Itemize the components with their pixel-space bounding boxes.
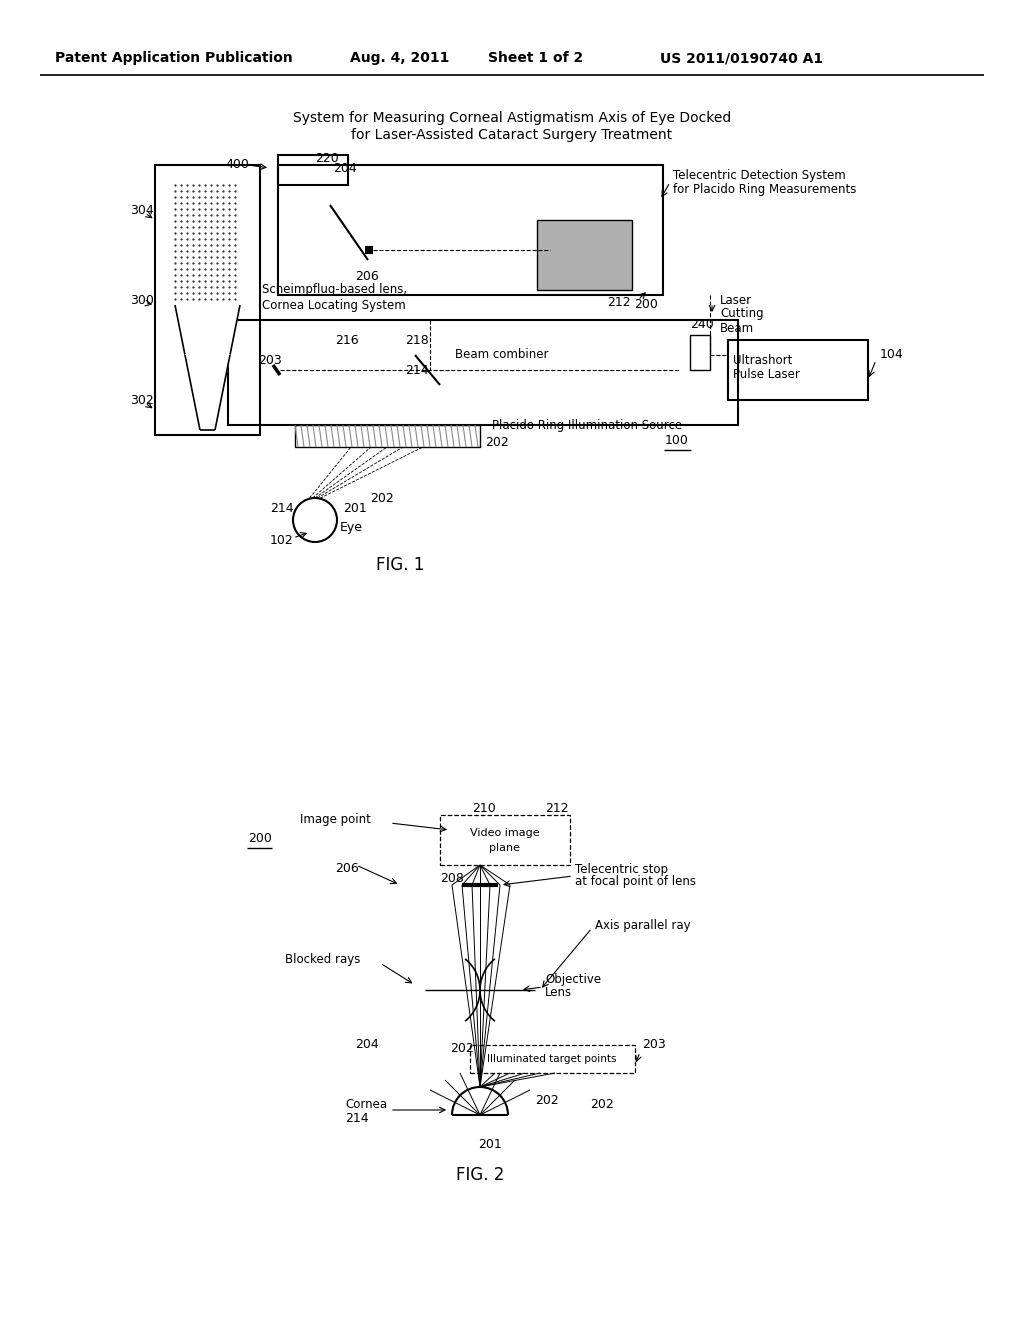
Bar bbox=[278, 154, 348, 185]
Text: Telecentric Detection System: Telecentric Detection System bbox=[673, 169, 846, 181]
Text: 216: 216 bbox=[335, 334, 358, 346]
Text: Video image: Video image bbox=[470, 828, 540, 838]
Text: 214: 214 bbox=[270, 502, 294, 515]
Text: Blocked rays: Blocked rays bbox=[285, 953, 360, 966]
Text: 104: 104 bbox=[880, 348, 904, 362]
Text: 208: 208 bbox=[440, 871, 464, 884]
Text: Cutting: Cutting bbox=[720, 308, 764, 321]
Text: 300: 300 bbox=[130, 293, 154, 306]
Text: 203: 203 bbox=[642, 1039, 666, 1052]
Text: 210: 210 bbox=[472, 801, 496, 814]
Text: for Placido Ring Measurements: for Placido Ring Measurements bbox=[673, 183, 856, 197]
Text: 102: 102 bbox=[270, 533, 294, 546]
Text: Pulse Laser: Pulse Laser bbox=[733, 368, 800, 381]
Text: 200: 200 bbox=[248, 832, 272, 845]
Text: Image point: Image point bbox=[300, 813, 371, 826]
Text: 240: 240 bbox=[690, 318, 714, 331]
Text: Placido Ring Illumination Source: Placido Ring Illumination Source bbox=[492, 418, 682, 432]
Text: plane: plane bbox=[489, 843, 520, 853]
Text: Beam: Beam bbox=[720, 322, 754, 334]
Text: 202: 202 bbox=[370, 491, 394, 504]
Text: 204: 204 bbox=[333, 161, 356, 174]
Text: Aug. 4, 2011: Aug. 4, 2011 bbox=[350, 51, 450, 65]
Bar bbox=[728, 341, 868, 400]
Text: Axis parallel ray: Axis parallel ray bbox=[595, 919, 690, 932]
Bar bbox=[278, 165, 663, 294]
Text: Patent Application Publication: Patent Application Publication bbox=[55, 51, 293, 65]
Text: 100: 100 bbox=[665, 433, 689, 446]
Text: 202: 202 bbox=[590, 1098, 613, 1111]
Text: Ultrashort: Ultrashort bbox=[733, 354, 793, 367]
Text: 202: 202 bbox=[450, 1041, 474, 1055]
Text: FIG. 1: FIG. 1 bbox=[376, 556, 424, 574]
Text: 202: 202 bbox=[535, 1093, 559, 1106]
Bar bbox=[155, 165, 260, 436]
Text: 206: 206 bbox=[335, 862, 358, 874]
Text: 212: 212 bbox=[545, 801, 568, 814]
Text: 218: 218 bbox=[406, 334, 429, 346]
Text: 400: 400 bbox=[225, 158, 249, 172]
Text: Laser: Laser bbox=[720, 293, 752, 306]
Text: 302: 302 bbox=[130, 393, 154, 407]
Text: 220: 220 bbox=[315, 152, 339, 165]
Bar bbox=[440, 814, 570, 865]
Text: 214: 214 bbox=[406, 363, 429, 376]
Text: Beam combiner: Beam combiner bbox=[455, 348, 549, 362]
Polygon shape bbox=[185, 355, 230, 430]
Text: 201: 201 bbox=[343, 502, 367, 515]
Polygon shape bbox=[175, 305, 240, 355]
Text: Objective: Objective bbox=[545, 974, 601, 986]
Text: Scheimpflug-based lens,: Scheimpflug-based lens, bbox=[262, 284, 408, 297]
Text: US 2011/0190740 A1: US 2011/0190740 A1 bbox=[660, 51, 823, 65]
Text: 200: 200 bbox=[634, 298, 657, 312]
Bar bbox=[537, 220, 632, 290]
Text: for Laser-Assisted Cataract Surgery Treatment: for Laser-Assisted Cataract Surgery Trea… bbox=[351, 128, 673, 143]
Text: Lens: Lens bbox=[545, 986, 572, 999]
Text: 204: 204 bbox=[355, 1039, 379, 1052]
Bar bbox=[690, 335, 710, 370]
Text: System for Measuring Corneal Astigmatism Axis of Eye Docked: System for Measuring Corneal Astigmatism… bbox=[293, 111, 731, 125]
Text: Eye: Eye bbox=[340, 521, 362, 535]
Text: Cornea: Cornea bbox=[345, 1098, 387, 1111]
Text: Sheet 1 of 2: Sheet 1 of 2 bbox=[488, 51, 584, 65]
Text: at focal point of lens: at focal point of lens bbox=[575, 875, 696, 888]
Text: 202: 202 bbox=[485, 437, 509, 450]
Bar bbox=[295, 425, 480, 447]
Text: Cornea Locating System: Cornea Locating System bbox=[262, 298, 406, 312]
Text: 214: 214 bbox=[345, 1111, 369, 1125]
Text: 212: 212 bbox=[607, 296, 631, 309]
Text: 206: 206 bbox=[355, 271, 379, 284]
Text: Telecentric stop: Telecentric stop bbox=[575, 863, 668, 876]
Text: 304: 304 bbox=[130, 203, 154, 216]
Text: Illuminated target points: Illuminated target points bbox=[487, 1053, 616, 1064]
Text: 203: 203 bbox=[258, 354, 282, 367]
Text: FIG. 2: FIG. 2 bbox=[456, 1166, 504, 1184]
Bar bbox=[470, 1045, 635, 1073]
Bar bbox=[228, 319, 738, 425]
Text: 201: 201 bbox=[478, 1138, 502, 1151]
